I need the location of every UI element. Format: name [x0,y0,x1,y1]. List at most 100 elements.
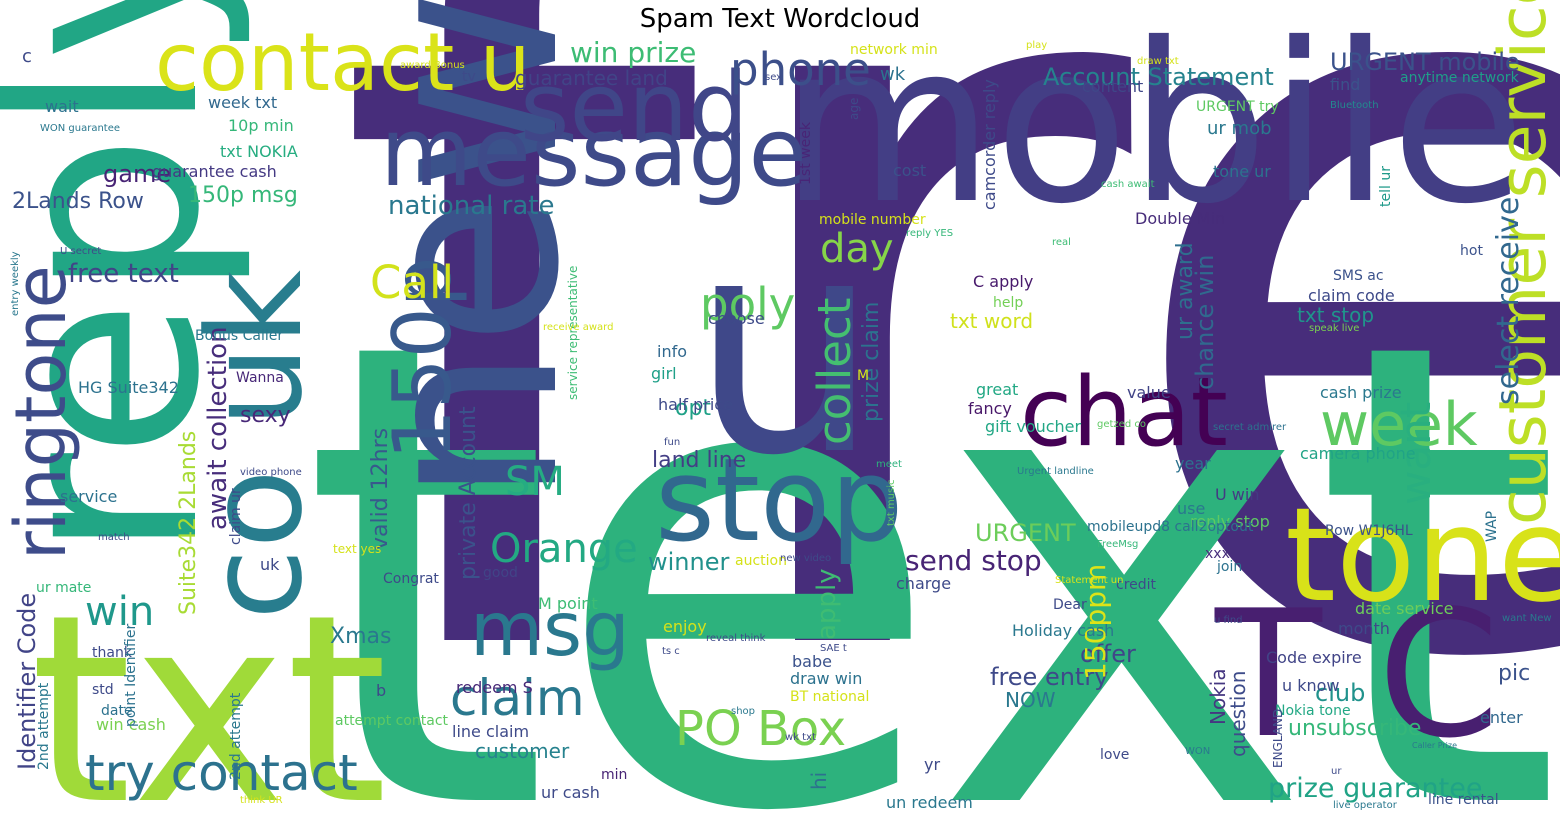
word-26: poly [700,278,795,331]
word-63: sexy [240,403,291,428]
word-192: award Bonus [400,60,465,71]
word-40: 2Lands Row [12,189,144,214]
chart-title: Spam Text Wordcloud [639,4,921,34]
word-108: Row W1J6HL [1325,523,1413,539]
word-1: text [300,206,1560,820]
word-174: want New [1502,613,1552,624]
word-69: txt NOKIA [220,142,298,161]
word-178: txt music [886,479,897,526]
word-166: meet [876,459,902,470]
word-55: apply [812,568,842,640]
word-89: wk [880,64,906,85]
word-91: find [1330,75,1360,94]
word-71: txt word [950,309,1033,333]
word-160: ur [1331,766,1342,777]
word-12: send [520,53,748,163]
word-80: C apply [973,272,1033,291]
word-191: WON guarantee [40,123,120,134]
word-72: txt stop [1297,303,1374,327]
word-138: b [376,681,386,700]
word-104: year [1175,454,1211,473]
word-146: HG Suite342 [78,378,179,397]
word-81: help [993,295,1023,311]
word-122: Dear [1053,597,1087,613]
word-177: new video [780,553,831,564]
word-56: 150ppm [1079,564,1112,680]
word-119: xxx [1205,546,1230,562]
word-42: game [103,160,171,188]
word-95: anytime network [1400,70,1520,86]
word-85: half price [658,395,733,414]
word-188: video phone [240,467,302,478]
word-7: T C [1214,574,1500,777]
word-45: private Account [456,406,481,580]
word-27: Orange [490,526,638,572]
word-88: 1st week [798,121,814,185]
word-9: stop [655,434,903,568]
word-114: Nokia tone [1275,703,1351,719]
word-24: Call [370,256,454,309]
word-183: WON [1185,746,1210,757]
word-172: cash await [1101,179,1155,190]
word-53: land line [652,448,746,473]
word-154: claim ur [228,488,244,545]
word-123: credit [1116,577,1157,593]
word-164: Urgent landline [1017,466,1094,477]
word-58: unsubscribe [1288,716,1421,741]
word-175: u find [1214,615,1243,626]
word-109: date service [1355,599,1453,618]
word-115: enter [1480,708,1523,727]
word-51: offer [1080,640,1136,668]
word-190: U secret [60,246,101,257]
word-173: speak live [1309,323,1359,334]
word-197: draw txt [1137,56,1179,67]
word-96: Bluetooth [1330,100,1379,111]
word-98: camcorder reply [980,79,999,210]
word-140: std [92,682,114,698]
word-135: un redeem [886,793,973,812]
word-84: girl [651,364,677,383]
word-131: BT national [790,689,869,705]
word-153: point Identifier [123,624,139,727]
word-142: win cash [96,715,166,734]
word-52: winner [648,548,729,576]
word-117: line rental [1428,792,1499,808]
word-170: real [1052,237,1071,248]
word-11: contact u [155,16,531,109]
word-168: service representative [566,266,580,400]
word-187: match [98,532,130,543]
word-59: club [1315,679,1365,707]
word-125: charge [896,574,951,593]
word-6: tone [1285,479,1560,631]
word-163: getzed co [1097,419,1146,430]
word-186: wk txt [785,732,816,743]
word-44: Identifier Code [13,593,41,770]
word-70: guarantee cash [152,162,277,181]
word-193: tv [462,69,476,85]
word-158: ENGLAND [1271,709,1285,768]
word-77: fancy [968,399,1012,418]
word-16: msg [470,585,630,673]
word-74: cash prize [1320,383,1402,402]
word-22: PO Box [675,701,846,757]
word-18: ringtone [0,265,82,560]
word-150: 2nd attempt [36,682,52,770]
word-65: Suite342 2Lands [176,431,201,615]
word-113: u know [1282,676,1340,695]
word-14: chat [1020,358,1228,468]
word-87: cost [893,161,926,180]
word-176: Statement un [1055,575,1123,586]
word-101: SMS ac [1333,268,1384,284]
word-149: wait [45,97,79,116]
word-61: question [1226,671,1250,757]
word-3: reply [0,0,257,560]
word-67: week txt [208,93,277,112]
word-33: win prize [570,36,696,69]
word-90: content [1082,77,1143,96]
word-66: guarantee land [515,66,668,90]
word-21: claim [450,669,585,727]
word-17: 150p [376,257,469,460]
word-110: month [1338,619,1390,638]
word-32: select receive [1491,197,1526,405]
